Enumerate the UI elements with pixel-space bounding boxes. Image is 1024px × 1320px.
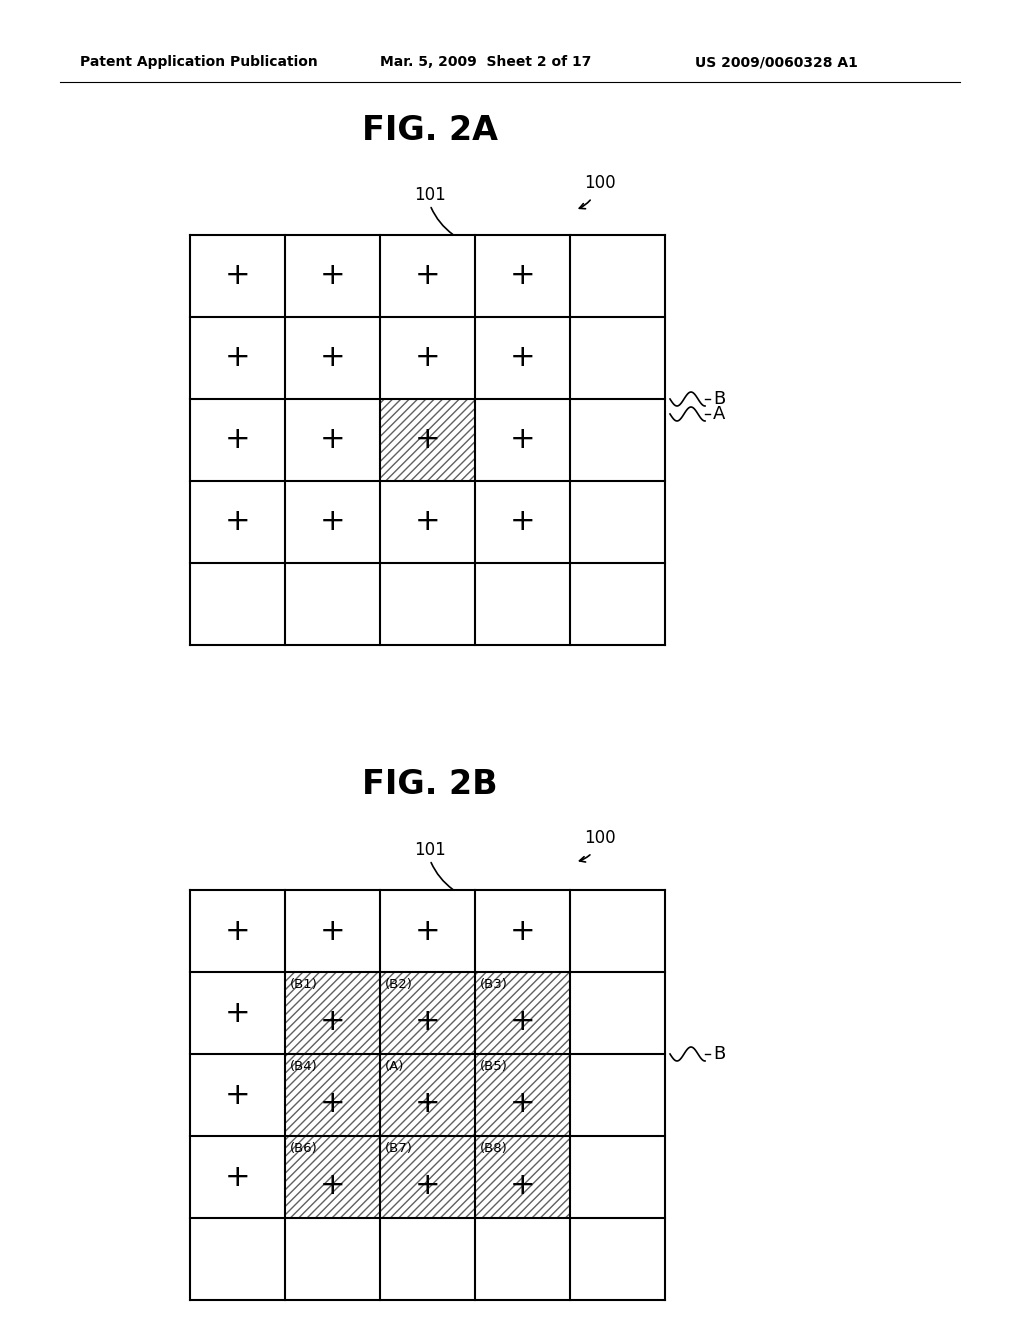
Text: 100: 100 — [584, 174, 615, 191]
Text: 101: 101 — [414, 186, 445, 205]
Bar — [285, 1053, 380, 1137]
Text: +: + — [415, 1171, 440, 1200]
Text: B: B — [713, 1045, 725, 1063]
Text: A: A — [713, 405, 725, 422]
Text: +: + — [510, 1006, 536, 1035]
Text: +: + — [319, 507, 345, 536]
Bar — [475, 972, 570, 1053]
Text: 101: 101 — [414, 841, 445, 859]
Text: +: + — [415, 343, 440, 372]
Text: +: + — [510, 916, 536, 945]
Text: +: + — [319, 425, 345, 454]
Text: (B2): (B2) — [385, 978, 413, 991]
Text: (A): (A) — [385, 1060, 404, 1073]
Text: (B6): (B6) — [290, 1142, 317, 1155]
Text: (B3): (B3) — [480, 978, 508, 991]
Bar — [380, 399, 475, 480]
Bar — [380, 972, 475, 1053]
Text: (B4): (B4) — [290, 1060, 317, 1073]
Text: +: + — [510, 425, 536, 454]
Bar — [285, 1137, 380, 1218]
Text: +: + — [510, 1171, 536, 1200]
Text: +: + — [319, 261, 345, 290]
Text: (B5): (B5) — [480, 1060, 508, 1073]
Text: +: + — [319, 1171, 345, 1200]
Text: +: + — [415, 261, 440, 290]
Text: US 2009/0060328 A1: US 2009/0060328 A1 — [695, 55, 858, 69]
Text: 100: 100 — [584, 829, 615, 847]
Bar — [285, 972, 380, 1053]
Text: +: + — [415, 1006, 440, 1035]
Text: (B1): (B1) — [290, 978, 317, 991]
Text: +: + — [415, 425, 440, 454]
Text: Mar. 5, 2009  Sheet 2 of 17: Mar. 5, 2009 Sheet 2 of 17 — [380, 55, 592, 69]
Text: +: + — [224, 916, 250, 945]
Text: +: + — [224, 425, 250, 454]
Text: +: + — [319, 343, 345, 372]
Text: +: + — [510, 1089, 536, 1118]
Text: +: + — [224, 1163, 250, 1192]
Text: (B8): (B8) — [480, 1142, 508, 1155]
Text: +: + — [224, 507, 250, 536]
Text: +: + — [319, 1006, 345, 1035]
Text: FIG. 2A: FIG. 2A — [362, 114, 498, 147]
Text: FIG. 2B: FIG. 2B — [362, 768, 498, 801]
Text: +: + — [224, 998, 250, 1027]
Text: +: + — [510, 261, 536, 290]
Bar — [380, 1137, 475, 1218]
Text: +: + — [510, 507, 536, 536]
Text: B: B — [713, 389, 725, 408]
Text: +: + — [415, 507, 440, 536]
Text: (B7): (B7) — [385, 1142, 413, 1155]
Text: +: + — [415, 1089, 440, 1118]
Text: +: + — [224, 343, 250, 372]
Bar — [475, 1137, 570, 1218]
Text: +: + — [224, 1081, 250, 1110]
Text: +: + — [319, 916, 345, 945]
Bar — [380, 1053, 475, 1137]
Text: +: + — [415, 916, 440, 945]
Text: Patent Application Publication: Patent Application Publication — [80, 55, 317, 69]
Bar — [475, 1053, 570, 1137]
Text: +: + — [510, 343, 536, 372]
Text: +: + — [319, 1089, 345, 1118]
Text: +: + — [224, 261, 250, 290]
